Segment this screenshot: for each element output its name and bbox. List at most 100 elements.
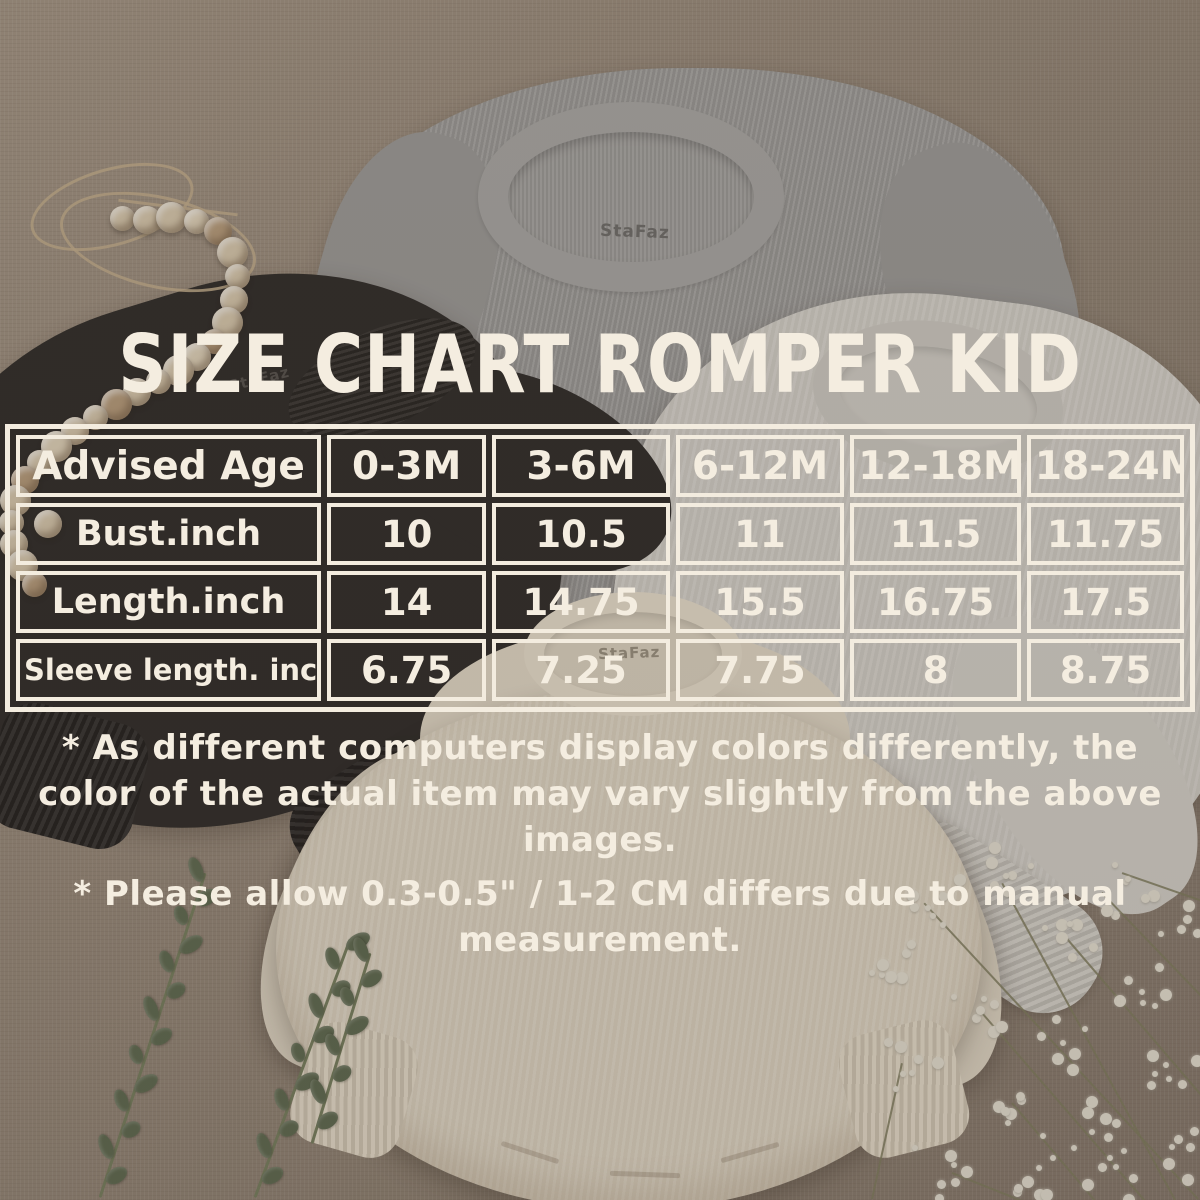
size-table-value-cell: 14.75 [492,571,670,633]
babys-breath-flower [1190,1055,1200,1068]
babys-breath-flower [1128,1173,1138,1183]
babys-breath-flower [1015,1092,1025,1101]
babys-breath-flower [972,1014,982,1024]
babys-breath-flower [1086,1095,1099,1108]
size-table-age-header: 12-18M [850,435,1021,497]
babys-breath-flower [914,1054,924,1064]
babys-breath-flower [1068,953,1078,963]
babys-breath-flower [1042,924,1048,931]
wooden-bead [216,236,248,268]
wooden-bead [34,510,62,538]
wooden-bead [109,205,135,231]
babys-breath-flower [1139,1000,1146,1007]
babys-breath-flower [1183,900,1196,913]
size-table-corner-cell: Advised Age [16,435,321,497]
babys-breath-flower [1000,1106,1010,1116]
babys-breath-flower [1028,862,1035,869]
babys-breath-flower [1040,1188,1053,1200]
babys-breath-flower [950,1177,960,1187]
babys-breath-flower [1089,1128,1095,1135]
babys-breath-flower [1125,876,1132,883]
babys-breath-flower [1081,1107,1094,1120]
size-table-value-cell: 14 [326,571,487,633]
babys-breath-flower [936,1179,946,1189]
babys-breath-flower [975,1005,985,1015]
babys-breath-flower [1112,862,1119,869]
size-table-row: Sleeve length. inch 6.75 7.25 7.75 8 8.75 [16,639,1184,701]
babys-breath-flower [989,842,1002,855]
babys-breath-flower [925,905,932,912]
babys-breath-flower [1081,1026,1088,1033]
size-table-header-row: Advised Age 0-3M 3-6M 6-12M 12-18M 18-24M [16,435,1184,497]
babys-breath-flower [893,1085,900,1092]
babys-breath-flower [1088,942,1098,952]
size-table-row-label: Length.inch [16,571,321,633]
size-table-value-cell: 17.5 [1026,571,1184,633]
babys-breath-flower [906,940,916,950]
babys-breath-flower [1082,1179,1095,1192]
size-table-age-header: 0-3M [326,435,487,497]
size-table-row-label: Bust.inch [16,503,321,565]
babys-breath-flower [1178,1079,1188,1089]
babys-breath-flower [980,996,987,1003]
babys-breath-flower [944,1150,957,1163]
babys-breath-flower [1005,1120,1012,1127]
babys-breath-flower [1147,889,1160,902]
babys-breath-flower [1050,1155,1057,1162]
babys-breath-flower [1037,1031,1047,1041]
babys-breath-flower [1151,1003,1158,1010]
size-table-age-header: 3-6M [492,435,670,497]
babys-breath-flower [895,972,908,985]
babys-breath-flower [1182,1173,1195,1186]
babys-breath-flower [1121,1147,1128,1154]
babys-breath-flower [1114,995,1127,1008]
babys-breath-flower [1189,1126,1199,1136]
size-table-value-cell: 11.5 [850,503,1021,565]
babys-breath-flower [883,1038,893,1048]
babys-breath-flower [1186,1143,1196,1153]
babys-breath-flower [939,921,946,928]
babys-breath-flower [1097,1163,1107,1173]
babys-breath-flower [1052,1052,1065,1065]
size-table-value-cell: 16.75 [850,571,1021,633]
babys-breath-flower [1060,1040,1067,1047]
babys-breath-flower [876,958,889,971]
babys-breath-flower [1174,1135,1183,1144]
size-table-value-cell: 8 [850,639,1021,701]
babys-breath-flower [1014,1184,1024,1194]
babys-breath-flower [910,903,920,913]
babys-breath-flower [1166,1076,1173,1083]
babys-breath-flower [1160,988,1173,1001]
babys-breath-flower [986,856,999,869]
size-table-value-cell: 8.75 [1026,639,1184,701]
babys-breath-flower [960,1165,973,1178]
babys-breath-flower [901,949,911,958]
size-table: Advised Age 0-3M 3-6M 6-12M 12-18M 18-24M Bust… [5,424,1195,712]
babys-breath-flower [1071,918,1084,931]
babys-breath-flower [1155,962,1165,972]
babys-breath-flower [1124,975,1134,985]
babys-breath-flower [990,880,1000,890]
babys-breath-flower [950,994,957,1001]
size-table-age-header: 18-24M [1026,435,1184,497]
size-table-value-cell: 11 [675,503,845,565]
babys-breath-flower [1003,887,1013,897]
size-table-value-cell: 6.75 [326,639,487,701]
babys-breath-flower [1099,1112,1112,1125]
babys-breath-flower [954,874,967,887]
babys-breath-flower [879,972,886,979]
babys-breath-flower [884,970,897,983]
babys-breath-flower [1110,911,1120,921]
babys-breath-flower [1168,1144,1175,1151]
babys-breath-flower [1104,1132,1114,1142]
babys-breath-flower [869,970,876,977]
babys-breath-flower [930,913,936,919]
babys-breath-flower [1112,1119,1122,1129]
babys-breath-flower [995,1020,1008,1033]
babys-breath-flower [1066,920,1073,927]
page-title: SIZE CHART ROMPER KID [118,318,1082,411]
babys-breath-flower [938,891,948,901]
babys-breath-flower [1055,931,1068,944]
babys-breath-flower [935,1193,945,1200]
